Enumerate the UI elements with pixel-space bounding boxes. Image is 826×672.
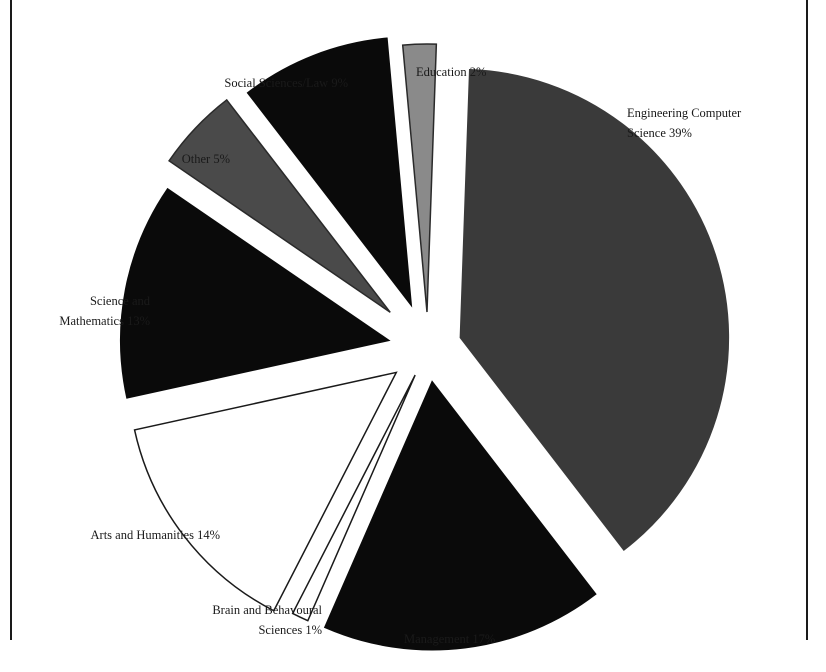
pie-slice-label-6: Social Sciences/Law 9%: [224, 76, 348, 90]
pie-slice-6: [246, 37, 413, 308]
pie-slices: [120, 37, 730, 651]
pie-slice-label-line: Mathematics 13%: [59, 314, 150, 328]
pie-slice-label-line: Other 5%: [182, 152, 230, 166]
pie-slice-1: [323, 380, 597, 651]
pie-slice-label-line: Arts and Humanities 14%: [91, 528, 221, 542]
pie-slice-3: [133, 371, 398, 612]
pie-slice-label-line: Social Sciences/Law 9%: [224, 76, 348, 90]
pie-labels: Engineering Computer Science 39% Managemen…: [59, 65, 742, 646]
pie-slice-label-line: Engineering Computer: [627, 106, 742, 120]
pie-slice-label-line: Sciences 1%: [258, 623, 322, 637]
pie-slice-0: [459, 68, 730, 551]
pie-slice-7: [401, 43, 438, 313]
pie-slice-label-line: Brain and Behavoural: [212, 603, 322, 617]
pie-slice-label-4: Science and Mathematics 13%: [59, 294, 150, 328]
frame-right-rule: [806, 0, 808, 640]
pie-slice-label-2: Brain and Behavoural Sciences 1%: [212, 603, 322, 637]
pie-slice-label-5: Other 5%: [182, 152, 230, 166]
pie-slice-label-line: Science 39%: [627, 126, 692, 140]
pie-slice-label-line: Management 17%: [404, 632, 495, 646]
frame-left-rule: [10, 0, 12, 640]
pie-slice-4: [120, 187, 391, 399]
pie-slice-2: [291, 374, 416, 622]
pie-slice-label-line: Education 2%: [416, 65, 486, 79]
pie-slice-label-0: Engineering Computer Science 39%: [627, 106, 742, 140]
pie-slice-5: [168, 98, 391, 313]
pie-slice-label-3: Arts and Humanities 14%: [91, 528, 221, 542]
pie-slice-label-7: Education 2%: [416, 65, 486, 79]
pie-slice-label-1: Management 17%: [404, 632, 495, 646]
pie-slice-label-line: Science and: [90, 294, 151, 308]
